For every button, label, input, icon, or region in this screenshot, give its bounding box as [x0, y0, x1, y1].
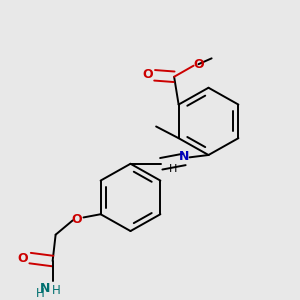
- Text: O: O: [18, 252, 28, 265]
- Text: H: H: [52, 284, 61, 297]
- Text: O: O: [194, 58, 204, 71]
- Text: H: H: [36, 287, 45, 300]
- Text: N: N: [40, 282, 51, 295]
- Text: O: O: [143, 68, 153, 81]
- Text: O: O: [72, 213, 82, 226]
- Text: N: N: [179, 150, 190, 163]
- Text: H: H: [169, 164, 177, 174]
